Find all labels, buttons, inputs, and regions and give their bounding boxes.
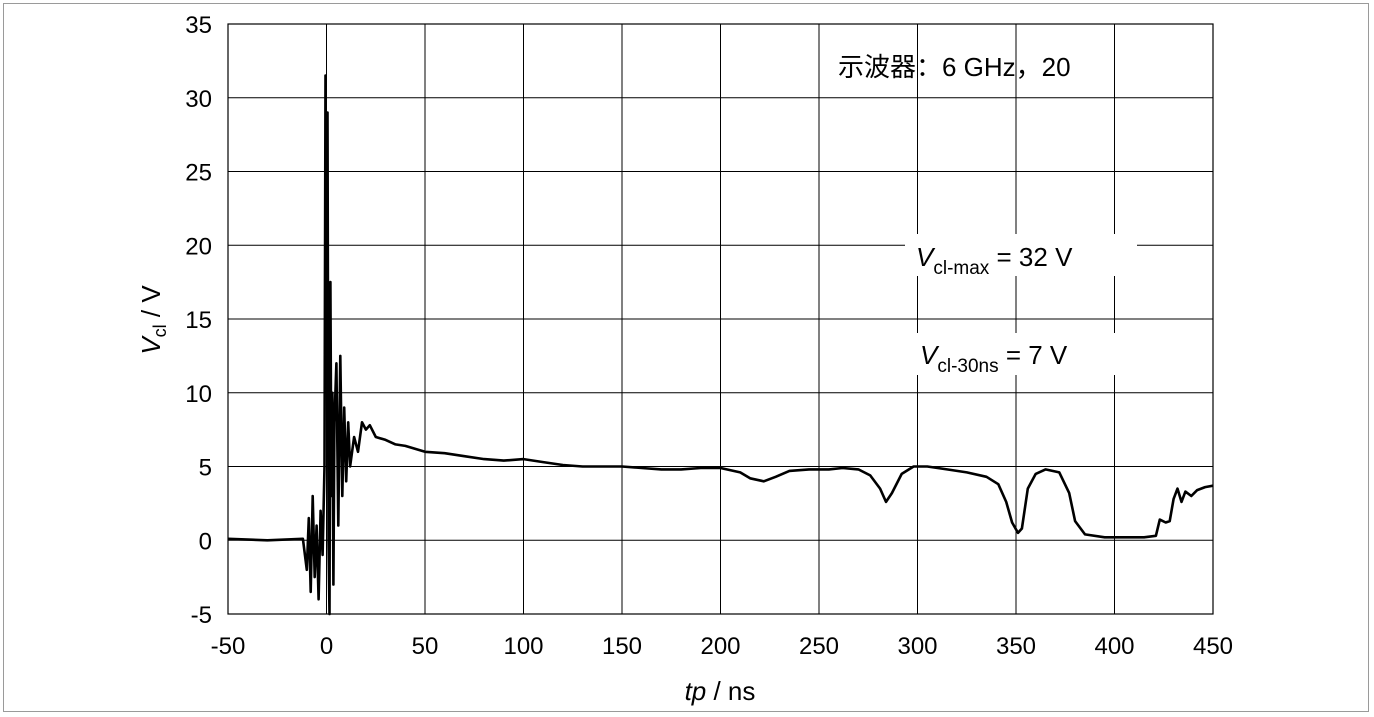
x-tick-label: 250 — [799, 633, 839, 660]
x-tick-labels: -50 0 50 100 150 200 250 300 350 400 450 — [211, 633, 1233, 660]
v30-rest: = 7 V — [999, 340, 1068, 370]
v30-annotation-bg — [912, 333, 1122, 375]
y-tick-label: -5 — [191, 602, 212, 629]
x-axis-label-italic: tp — [685, 676, 707, 706]
y-tick-label: 30 — [185, 86, 212, 113]
plot-area-border — [227, 23, 1214, 615]
x-tick-label: 450 — [1193, 633, 1233, 660]
y-tick-label: 15 — [185, 307, 212, 334]
y-tick-label: 35 — [185, 12, 212, 39]
x-tick-label: 350 — [996, 633, 1036, 660]
series-line — [227, 74, 1214, 616]
vmax-annotation-bg — [905, 234, 1137, 276]
x-tick-label: 150 — [602, 633, 642, 660]
y-tick-label: 20 — [185, 233, 212, 260]
y-tick-label: 0 — [199, 528, 212, 555]
v30-sub: cl-30ns — [937, 356, 998, 377]
y-axis-label: Vcl / V — [136, 285, 170, 355]
y-tick-label: 5 — [199, 455, 212, 482]
chart-frame — [3, 3, 1369, 712]
x-tick-label: 50 — [412, 633, 439, 660]
x-tick-label: -50 — [211, 633, 246, 660]
x-axis-label-rest: / ns — [706, 676, 755, 706]
x-tick-label: 0 — [320, 633, 333, 660]
x-axis-label: tp / ns — [685, 676, 756, 706]
scope-annotation: 示波器：6 GHz，20 — [838, 52, 1071, 82]
x-tick-label: 300 — [897, 633, 937, 660]
x-tick-label: 100 — [503, 633, 543, 660]
vmax-sub: cl-max — [933, 258, 989, 279]
x-tick-label: 400 — [1094, 633, 1134, 660]
y-axis-label-italic: V — [136, 335, 166, 355]
v30-v: V — [920, 340, 940, 370]
y-tick-label: 10 — [185, 381, 212, 408]
y-axis-label-sub: cl — [150, 324, 170, 337]
vmax-v: V — [916, 242, 936, 272]
grid — [228, 24, 1213, 614]
x-tick-label: 200 — [700, 633, 740, 660]
y-tick-labels: -5 0 5 10 15 20 25 30 35 — [185, 12, 212, 629]
v30-annotation: Vcl-30ns = 7 V — [920, 340, 1068, 377]
y-tick-label: 25 — [185, 160, 212, 187]
vmax-annotation: Vcl-max = 32 V — [916, 242, 1073, 279]
vmax-rest: = 32 V — [989, 242, 1073, 272]
y-axis-label-rest: / V — [136, 285, 166, 325]
